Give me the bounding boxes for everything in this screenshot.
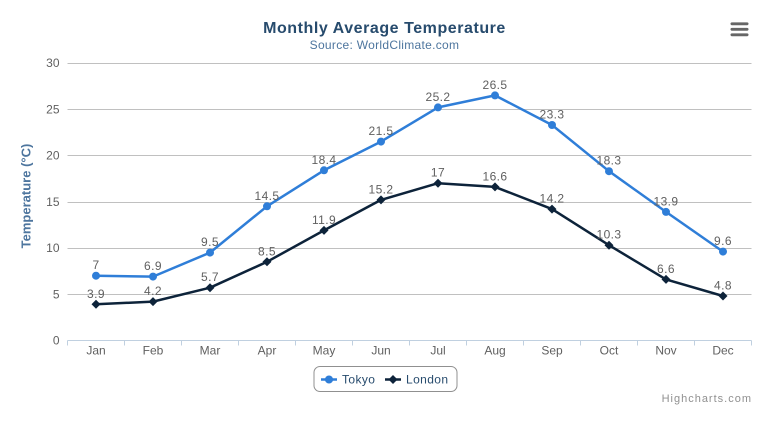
svg-text:4.8: 4.8	[714, 279, 732, 293]
svg-text:Aug: Aug	[484, 344, 505, 358]
svg-text:Nov: Nov	[655, 344, 676, 358]
svg-text:14.2: 14.2	[540, 192, 565, 206]
svg-text:11.9: 11.9	[312, 213, 336, 227]
svg-text:15.2: 15.2	[369, 182, 394, 196]
svg-text:London: London	[406, 373, 448, 387]
svg-text:10.3: 10.3	[597, 228, 622, 242]
svg-text:13.9: 13.9	[654, 194, 679, 208]
svg-text:Tokyo: Tokyo	[342, 373, 375, 387]
svg-text:18.4: 18.4	[312, 153, 337, 167]
svg-text:6.9: 6.9	[144, 259, 162, 273]
svg-text:Jan: Jan	[86, 344, 105, 358]
svg-text:9.5: 9.5	[201, 235, 219, 249]
svg-text:Mar: Mar	[200, 344, 221, 358]
svg-text:Jul: Jul	[430, 344, 445, 358]
svg-text:18.3: 18.3	[597, 154, 622, 168]
svg-text:Jun: Jun	[371, 344, 390, 358]
svg-text:May: May	[313, 344, 336, 358]
svg-text:0: 0	[53, 334, 60, 348]
svg-text:16.6: 16.6	[483, 169, 508, 183]
svg-text:10: 10	[46, 241, 60, 255]
svg-text:Apr: Apr	[258, 344, 277, 358]
svg-text:14.5: 14.5	[255, 189, 280, 203]
svg-text:Dec: Dec	[712, 344, 733, 358]
svg-text:25: 25	[46, 102, 60, 116]
svg-text:Oct: Oct	[600, 344, 619, 358]
svg-text:6.6: 6.6	[657, 262, 675, 276]
svg-text:3.9: 3.9	[87, 287, 105, 301]
svg-text:5: 5	[53, 287, 60, 301]
svg-text:8.5: 8.5	[258, 244, 276, 258]
svg-text:23.3: 23.3	[540, 108, 565, 122]
svg-text:17: 17	[431, 166, 445, 180]
svg-text:Source: WorldClimate.com: Source: WorldClimate.com	[310, 38, 460, 52]
svg-text:30: 30	[46, 56, 60, 70]
svg-text:7: 7	[92, 258, 99, 272]
svg-text:Sep: Sep	[541, 344, 563, 358]
svg-text:21.5: 21.5	[369, 124, 394, 138]
svg-text:26.5: 26.5	[483, 78, 508, 92]
svg-text:5.7: 5.7	[201, 270, 219, 284]
svg-text:9.6: 9.6	[714, 234, 732, 248]
svg-text:15: 15	[46, 195, 60, 209]
svg-text:25.2: 25.2	[426, 90, 451, 104]
svg-text:4.2: 4.2	[144, 284, 162, 298]
svg-text:Feb: Feb	[143, 344, 164, 358]
svg-text:20: 20	[46, 149, 60, 163]
svg-text:Highcharts.com: Highcharts.com	[662, 393, 752, 405]
svg-text:Monthly Average Temperature: Monthly Average Temperature	[263, 20, 506, 37]
svg-text:Temperature (°C): Temperature (°C)	[19, 144, 34, 249]
